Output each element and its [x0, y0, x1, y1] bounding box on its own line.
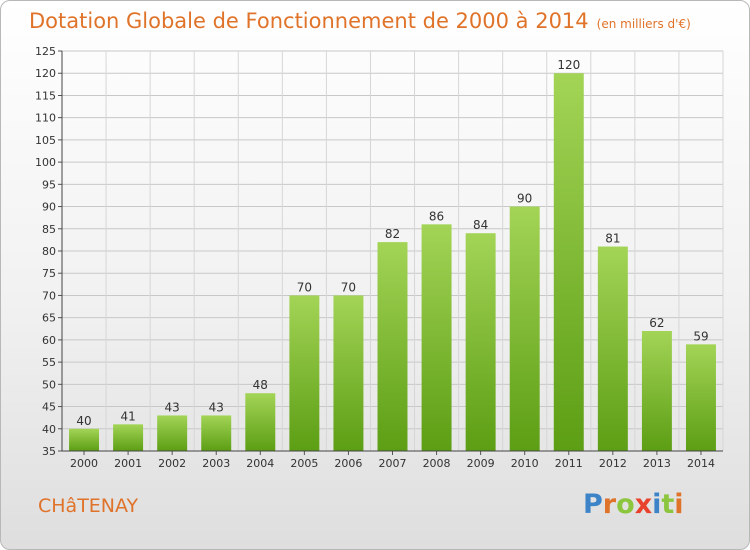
x-tick-label: 2001: [114, 457, 142, 470]
axes: 35 40 45 50 55 60 65 70 75 80 85 90 95 100 105 110 115 12…: [35, 45, 723, 470]
bar-2007[interactable]: [377, 242, 408, 451]
y-tick-label: 40: [42, 423, 56, 436]
data-label: 84: [473, 218, 488, 232]
data-label: 90: [517, 192, 532, 206]
bar-2012[interactable]: [597, 246, 628, 451]
y-tick-label: 120: [35, 67, 56, 80]
y-tick-label: 50: [42, 378, 56, 391]
y-tick-label: 55: [42, 356, 56, 369]
data-label: 59: [693, 329, 708, 343]
data-label: 81: [605, 232, 620, 246]
logo-letter: i: [674, 489, 684, 520]
y-tick-label: 85: [42, 223, 56, 236]
logo-letter: x: [634, 489, 653, 520]
data-label: 40: [76, 414, 91, 428]
proxiti-logo[interactable]: Proxiti: [583, 489, 684, 520]
logo-letter: r: [602, 489, 617, 520]
data-label: 70: [341, 280, 356, 294]
x-tick-label: 2007: [379, 457, 407, 470]
chart-title-text: Dotation Globale de Fonctionnement de 20…: [29, 9, 589, 33]
chart-title: Dotation Globale de Fonctionnement de 20…: [29, 9, 691, 33]
data-label: 62: [649, 316, 664, 330]
bar-2008[interactable]: [421, 224, 452, 451]
bar-2006[interactable]: [333, 295, 364, 451]
x-tick-label: 2006: [334, 457, 362, 470]
x-tick-label: 2014: [687, 457, 715, 470]
bar-2005[interactable]: [289, 295, 320, 451]
chart-unit: (en milliers d'€): [596, 17, 691, 31]
bar-2004[interactable]: [245, 393, 276, 451]
x-tick-label: 2008: [423, 457, 451, 470]
data-label: 41: [120, 409, 135, 423]
x-tick-label: 2005: [290, 457, 318, 470]
bar-2011[interactable]: [553, 73, 584, 451]
x-tick-label: 2011: [555, 457, 583, 470]
y-tick-label: 115: [35, 89, 56, 102]
logo-letter: i: [652, 489, 662, 520]
y-tick-label: 90: [42, 201, 56, 214]
y-tick-label: 110: [35, 112, 56, 125]
x-tick-label: 2003: [202, 457, 230, 470]
data-label: 70: [297, 280, 312, 294]
bar-2000[interactable]: [69, 428, 100, 451]
y-tick-label: 95: [42, 178, 56, 191]
x-tick-label: 2009: [467, 457, 495, 470]
data-label: 43: [209, 400, 224, 414]
y-tick-label: 65: [42, 312, 56, 325]
y-tick-label: 35: [42, 445, 56, 458]
y-tick-label: 45: [42, 401, 56, 414]
x-tick-label: 2002: [158, 457, 186, 470]
y-tick-label: 105: [35, 134, 56, 147]
bar-2003[interactable]: [201, 415, 232, 451]
logo-letter: t: [661, 489, 675, 520]
x-tick-label: 2010: [511, 457, 539, 470]
commune-name: CHâTENAY: [38, 495, 139, 517]
x-tick-label: 2000: [70, 457, 98, 470]
y-tick-label: 70: [42, 289, 56, 302]
data-label: 86: [429, 209, 444, 223]
bar-2009[interactable]: [465, 233, 496, 451]
logo-letter: o: [616, 489, 635, 520]
y-tick-label: 125: [35, 45, 56, 58]
bar-2014[interactable]: [685, 344, 716, 451]
y-tick-label: 60: [42, 334, 56, 347]
x-tick-label: 2013: [643, 457, 671, 470]
data-label: 48: [253, 378, 268, 392]
x-tick-label: 2012: [599, 457, 627, 470]
y-tick-label: 75: [42, 267, 56, 280]
bar-2013[interactable]: [641, 331, 672, 451]
data-label: 120: [557, 58, 580, 72]
x-tick-label: 2004: [246, 457, 274, 470]
data-label: 82: [385, 227, 400, 241]
logo-letter: P: [583, 489, 603, 520]
y-tick-label: 100: [35, 156, 56, 169]
data-label: 43: [165, 400, 180, 414]
bar-2001[interactable]: [113, 424, 144, 451]
y-tick-label: 80: [42, 245, 56, 258]
bars: 40 41 43 43 48 70 70 82 86 84 90 120 81 62 59: [69, 58, 716, 451]
bar-2002[interactable]: [157, 415, 188, 451]
bar-2010[interactable]: [509, 206, 540, 451]
